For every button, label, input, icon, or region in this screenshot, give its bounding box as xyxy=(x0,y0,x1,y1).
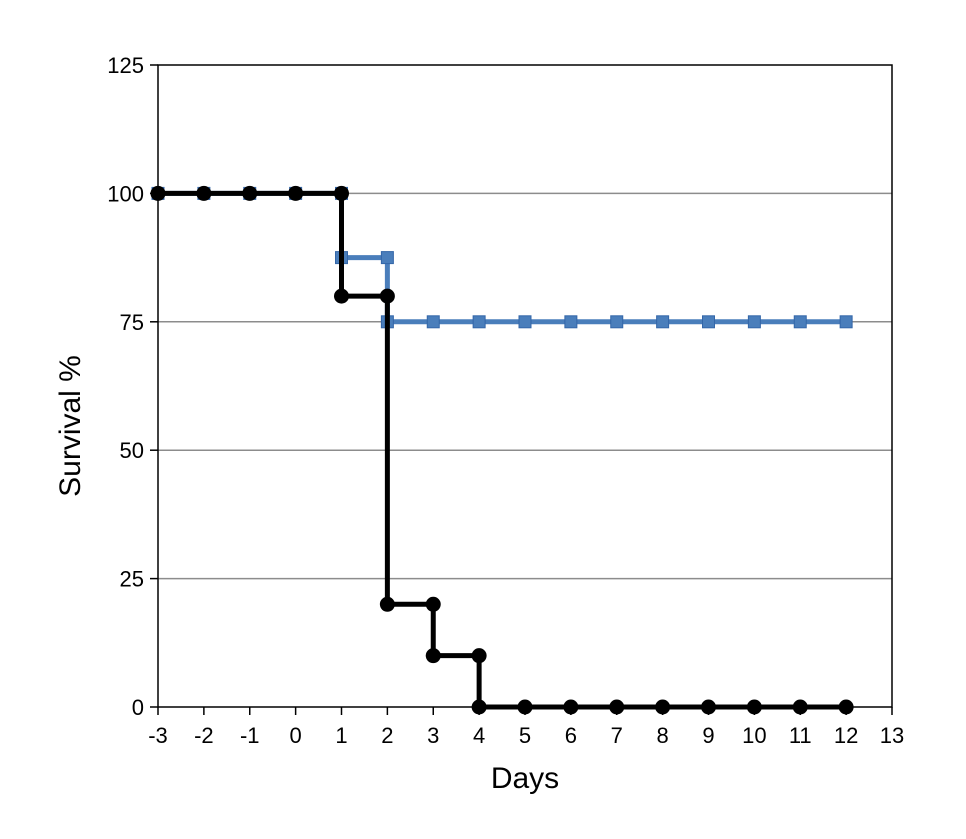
series-1-line xyxy=(158,190,847,710)
x-tick-label-10: 10 xyxy=(742,723,766,748)
series-0-point-14 xyxy=(702,315,715,329)
y-tick-label-0: 0 xyxy=(132,695,144,720)
x-tick-label-6: 6 xyxy=(565,723,577,748)
series-1-point-9 xyxy=(425,648,441,664)
series-1-point-4 xyxy=(334,185,349,201)
series-0-line xyxy=(158,190,847,325)
x-tick-label-5: 5 xyxy=(519,723,531,748)
series-1-point-2 xyxy=(242,185,258,201)
x-tick-label-8: 8 xyxy=(657,723,669,748)
x-tick-label-13: 13 xyxy=(880,723,904,748)
series-0-point-11 xyxy=(564,315,578,329)
x-tick-label-0: 0 xyxy=(290,723,302,748)
x-tick-label--2: -2 xyxy=(194,723,214,748)
series-0-point-13 xyxy=(656,315,670,329)
x-tick-label-1: 1 xyxy=(335,723,347,748)
y-tick-label-125: 125 xyxy=(107,53,144,78)
y-axis-title: Survival % xyxy=(54,355,87,497)
y-tick-label-25: 25 xyxy=(120,567,144,592)
series-1-point-7 xyxy=(379,596,395,612)
series-0-point-12 xyxy=(610,315,624,329)
x-tick-label-7: 7 xyxy=(611,723,623,748)
series-1-point-6 xyxy=(379,288,395,304)
y-axis-ticks: 0 25 50 75 100 125 xyxy=(107,53,158,720)
series-0-point-6 xyxy=(380,251,394,265)
x-tick-label-3: 3 xyxy=(427,723,439,748)
x-tick-label-9: 9 xyxy=(702,723,714,748)
series-0 xyxy=(151,186,853,329)
plot-frame xyxy=(157,64,893,708)
plot-border xyxy=(157,64,893,708)
y-tick-label-100: 100 xyxy=(107,181,144,206)
series-0-point-17 xyxy=(839,315,853,329)
y-tick-label-50: 50 xyxy=(120,438,144,463)
series-1-point-5 xyxy=(334,288,349,304)
x-tick-label-4: 4 xyxy=(473,723,485,748)
x-tick-label--1: -1 xyxy=(240,723,260,748)
series-1-point-3 xyxy=(288,185,304,201)
series-0-point-10 xyxy=(518,315,532,329)
series-1-point-8 xyxy=(425,596,441,612)
x-tick-label-12: 12 xyxy=(834,723,858,748)
gridlines xyxy=(158,192,892,580)
x-axis-ticks: -3 -2 -1 0 1 2 3 4 5 6 7 8 9 10 11 12 13 xyxy=(148,707,904,748)
series-0-point-16 xyxy=(793,315,807,329)
x-axis-title: Days xyxy=(491,762,559,795)
series-1-point-1 xyxy=(196,185,212,201)
y-tick-label-75: 75 xyxy=(120,310,144,335)
series-1-point-10 xyxy=(471,648,487,664)
series-0-point-15 xyxy=(747,315,761,329)
series-0-point-8 xyxy=(426,315,440,329)
x-tick-label--3: -3 xyxy=(148,723,168,748)
series-0-point-9 xyxy=(472,315,486,329)
x-tick-label-11: 11 xyxy=(789,723,812,748)
x-tick-label-2: 2 xyxy=(381,723,393,748)
